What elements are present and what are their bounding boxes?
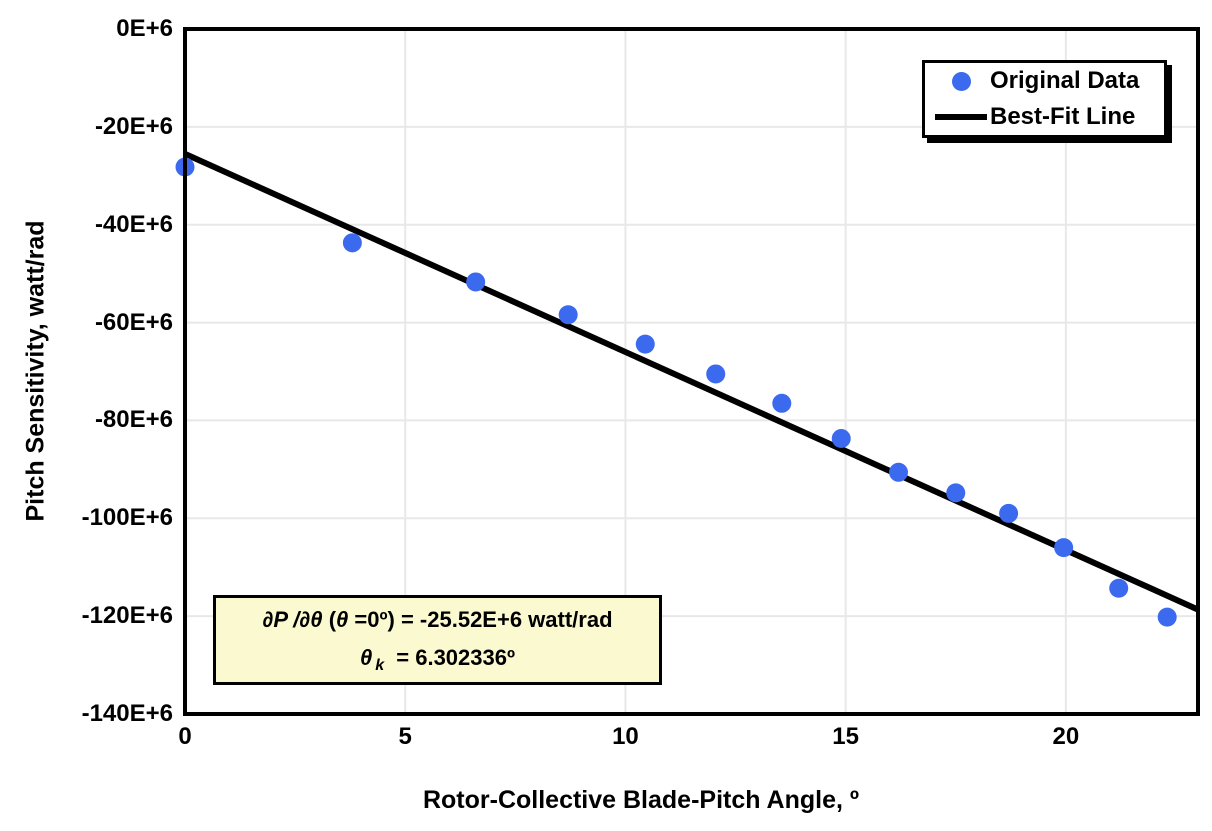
data-point <box>772 393 792 413</box>
annotation-value-2: = 6.302336º <box>390 645 516 670</box>
legend-swatch <box>935 71 987 91</box>
data-point <box>558 305 578 325</box>
data-point <box>831 429 851 449</box>
x-tick-label: 5 <box>398 723 412 750</box>
x-tick-label: 0 <box>178 723 192 750</box>
legend-label: Best-Fit Line <box>990 103 1136 130</box>
y-tick-label: -120E+6 <box>81 602 173 630</box>
line-marker-icon <box>935 114 987 120</box>
y-axis-title: Pitch Sensitivity, watt/rad <box>21 220 50 522</box>
y-tick-label: -40E+6 <box>94 210 173 238</box>
y-tick-label: 0E+6 <box>116 15 173 42</box>
best-fit-line <box>183 151 1200 613</box>
legend-label: Original Data <box>990 67 1140 94</box>
data-point <box>342 233 362 253</box>
x-tick-label: 15 <box>832 723 859 750</box>
theta-symbol: θ <box>359 645 373 670</box>
legend-item-original-data: Original Data <box>925 63 1164 99</box>
data-point <box>1054 538 1074 558</box>
data-point <box>1109 578 1129 598</box>
data-point <box>999 503 1019 523</box>
theta-k-subscript: k <box>375 657 385 674</box>
x-axis-title: Rotor-Collective Blade-Pitch Angle, º <box>422 786 860 814</box>
data-point <box>466 272 486 292</box>
data-point <box>635 334 655 354</box>
annotation-line-1: ∂P /∂θ (θ =0º) = -25.52E+6 watt/rad <box>262 607 613 632</box>
annotation-value-1: =0º) = -25.52E+6 watt/rad <box>354 607 613 632</box>
legend-item-best-fit-line: Best-Fit Line <box>925 99 1164 135</box>
partial-derivative-symbol: ∂P /∂θ <box>262 607 329 632</box>
circle-marker-icon <box>951 71 971 91</box>
x-tick-label: 20 <box>1052 723 1080 750</box>
legend-swatch <box>935 114 987 120</box>
y-tick-label: -60E+6 <box>94 308 173 336</box>
legend-box: Original Data Best-Fit Line <box>922 60 1167 138</box>
data-point <box>889 462 909 482</box>
y-tick-label: -80E+6 <box>94 406 173 434</box>
x-tick-label: 10 <box>612 723 639 750</box>
data-point <box>706 364 726 384</box>
data-point <box>946 483 966 503</box>
y-tick-label: -20E+6 <box>94 112 173 140</box>
plot-frame <box>183 27 1200 716</box>
theta-symbol: θ <box>336 607 355 632</box>
data-point <box>1157 607 1177 627</box>
y-tick-label: -140E+6 <box>81 700 173 727</box>
y-tick-label: -100E+6 <box>81 504 173 532</box>
